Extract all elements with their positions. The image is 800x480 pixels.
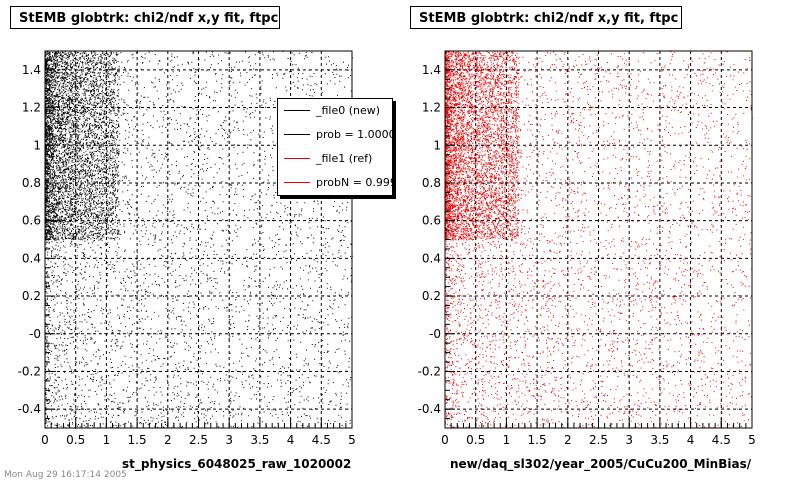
legend-swatch xyxy=(284,110,310,111)
y-tick-label: 0.6 xyxy=(422,214,441,228)
y-tick-label: 1 xyxy=(33,138,41,152)
x-tick-label: 4.5 xyxy=(712,433,731,447)
x-tick-label: 1.5 xyxy=(128,433,147,447)
x-tick-label: 0.5 xyxy=(66,433,85,447)
legend-label: probN = 0.999990 xyxy=(316,176,392,189)
scatter-plot-left: 0 0.5 1 1.5 2 2.5 3 3.5 4 4.5 5 -0.4 -0.2 -0 0.2 0.4 0.6… xyxy=(18,50,356,447)
x-tick-label: 5 xyxy=(748,433,756,447)
legend-swatch xyxy=(284,134,310,135)
y-tick-label: 0.6 xyxy=(22,214,41,228)
x-tick-label: 0 xyxy=(441,433,449,447)
x-tick-label: 4.5 xyxy=(312,433,331,447)
y-tick-label: 0.2 xyxy=(422,289,441,303)
x-tick-label: 1 xyxy=(503,433,511,447)
legend-entry-file1: _file1 (ref) xyxy=(278,147,392,171)
y-tick-label: 1.4 xyxy=(22,63,41,77)
y-tick-label: 1.2 xyxy=(22,101,41,115)
y-tick-label: -0.2 xyxy=(418,364,441,378)
x-axis-label: st_physics_6048025_raw_1020002 xyxy=(122,457,352,471)
x-tick-label: 3 xyxy=(225,433,233,447)
legend-label: prob = 1.000000 xyxy=(316,128,392,141)
x-tick-label: 2.5 xyxy=(189,433,208,447)
y-tick-label: 1 xyxy=(433,138,441,152)
x-tick-label: 1.5 xyxy=(528,433,547,447)
chart-panel-left: 0 0.5 1 1.5 2 2.5 3 3.5 4 4.5 5 -0.4 -0.2 -0 0.2 0.4 0.6… xyxy=(10,6,393,471)
legend-entry-prob: prob = 1.000000 xyxy=(278,123,392,147)
y-tick-label: -0.4 xyxy=(418,402,441,416)
chart-title: StEMB globtrk: chi2/ndf x,y fit, ftpc xyxy=(10,6,280,29)
x-tick-label: 5 xyxy=(348,433,356,447)
x-tick-label: 4 xyxy=(287,433,295,447)
y-tick-label: 0.4 xyxy=(22,251,41,265)
x-tick-label: 2.5 xyxy=(589,433,608,447)
footer-timestamp: Mon Aug 29 16:17:14 2005 xyxy=(4,470,127,480)
x-tick-label: 2 xyxy=(164,433,172,447)
x-tick-label: 3.5 xyxy=(650,433,669,447)
y-tick-label: 1.4 xyxy=(422,63,441,77)
chart-title: StEMB globtrk: chi2/ndf x,y fit, ftpc xyxy=(410,6,682,29)
y-tick-label: -0.2 xyxy=(18,364,41,378)
y-tick-label: 0.4 xyxy=(422,251,441,265)
x-tick-label: 0.5 xyxy=(466,433,485,447)
legend-swatch xyxy=(284,182,310,183)
x-tick-label: 1 xyxy=(103,433,111,447)
x-tick-label: 4 xyxy=(687,433,695,447)
legend: _file0 (new) prob = 1.000000 _file1 (ref… xyxy=(277,98,393,196)
x-tick-label: 3.5 xyxy=(250,433,269,447)
y-tick-label: -0.4 xyxy=(18,402,41,416)
x-tick-label: 0 xyxy=(41,433,49,447)
x-axis-label: new/daq_sl302/year_2005/CuCu200_MinBias/ xyxy=(450,457,752,471)
legend-swatch xyxy=(284,158,310,159)
legend-entry-file0: _file0 (new) xyxy=(278,99,392,123)
chart-panel-right: 0 0.5 1 1.5 2 2.5 3 3.5 4 4.5 5 -0.4 -0.2 -0 0.2 0.4 0.6… xyxy=(400,0,800,480)
y-tick-label: 0.2 xyxy=(22,289,41,303)
y-tick-label: 0.8 xyxy=(22,176,41,190)
y-tick-label: -0 xyxy=(29,327,41,341)
y-tick-label: 0.8 xyxy=(422,176,441,190)
x-tick-label: 3 xyxy=(625,433,633,447)
legend-entry-probn: probN = 0.999990 xyxy=(278,171,392,195)
legend-label: _file1 (ref) xyxy=(316,152,373,165)
y-tick-label: -0 xyxy=(429,327,441,341)
x-tick-label: 2 xyxy=(564,433,572,447)
legend-label: _file0 (new) xyxy=(316,104,381,117)
y-tick-label: 1.2 xyxy=(422,101,441,115)
scatter-plot-right: 0 0.5 1 1.5 2 2.5 3 3.5 4 4.5 5 -0.4 -0.2 -0 0.2 0.4 0.6… xyxy=(418,50,756,447)
